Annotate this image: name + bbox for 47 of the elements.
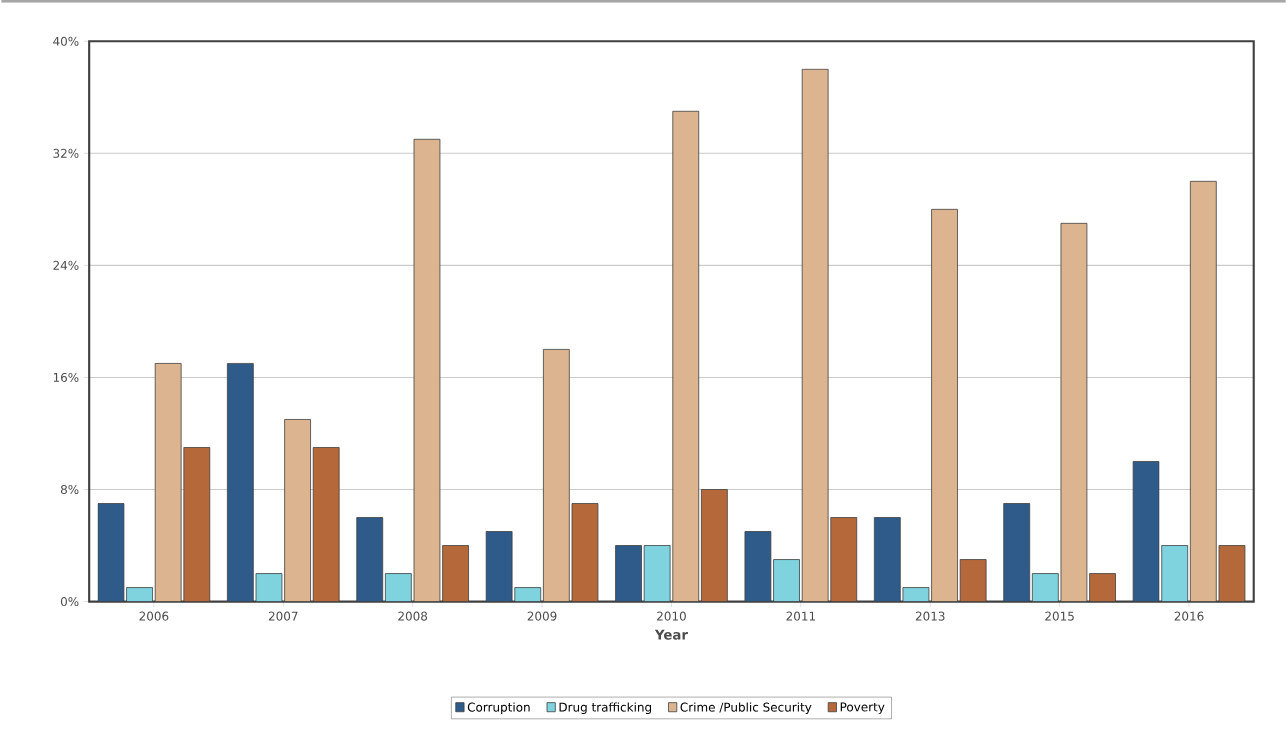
bar: [442, 545, 469, 602]
bar: [183, 447, 211, 602]
x-tick-label: 2016: [1174, 611, 1204, 621]
x-axis-title: Year: [654, 629, 688, 640]
y-tick-label: 32%: [53, 148, 79, 159]
x-tick-label: 2013: [915, 611, 945, 621]
legend-label: Drug trafficking: [559, 702, 652, 715]
bar: [97, 503, 125, 602]
bar: [356, 517, 384, 602]
bar: [701, 489, 728, 602]
x-tick-label: 2011: [786, 611, 815, 621]
x-tick-label: 2009: [527, 611, 557, 621]
bar: [615, 545, 642, 602]
bar: [1218, 545, 1246, 602]
bar: [744, 531, 772, 602]
bar: [542, 349, 570, 602]
legend-label: Crime /Public Security: [680, 702, 812, 715]
bar: [1132, 461, 1160, 602]
bar: [312, 447, 340, 602]
y-tick-label: 40%: [53, 36, 79, 46]
bar: [672, 111, 700, 602]
x-tick-label: 2015: [1045, 611, 1074, 621]
bar: [1189, 181, 1217, 602]
legend-label: Corruption: [467, 702, 530, 715]
legend-label: Poverty: [840, 702, 885, 714]
bar: [154, 363, 182, 602]
y-tick-label: 16%: [53, 373, 79, 383]
bar: [571, 503, 599, 602]
bar: [830, 517, 858, 602]
bar: [801, 69, 829, 602]
x-tick-label: 2008: [398, 611, 428, 621]
bar: [226, 363, 254, 602]
bar: [284, 419, 311, 602]
bar: [931, 209, 958, 602]
y-tick-label: 0%: [60, 597, 79, 607]
x-tick-label: 2006: [139, 611, 169, 621]
x-tick-label: 2007: [268, 611, 298, 621]
bar: [1089, 573, 1116, 602]
bar: [960, 559, 987, 602]
bar: [1060, 223, 1088, 602]
x-tick-label: 2010: [657, 611, 686, 621]
bar: [485, 531, 513, 602]
bar: [873, 517, 901, 602]
bar: [413, 139, 441, 602]
y-tick-label: 24%: [53, 261, 79, 271]
bar: [1003, 503, 1030, 602]
y-tick-label: 8%: [60, 485, 79, 495]
